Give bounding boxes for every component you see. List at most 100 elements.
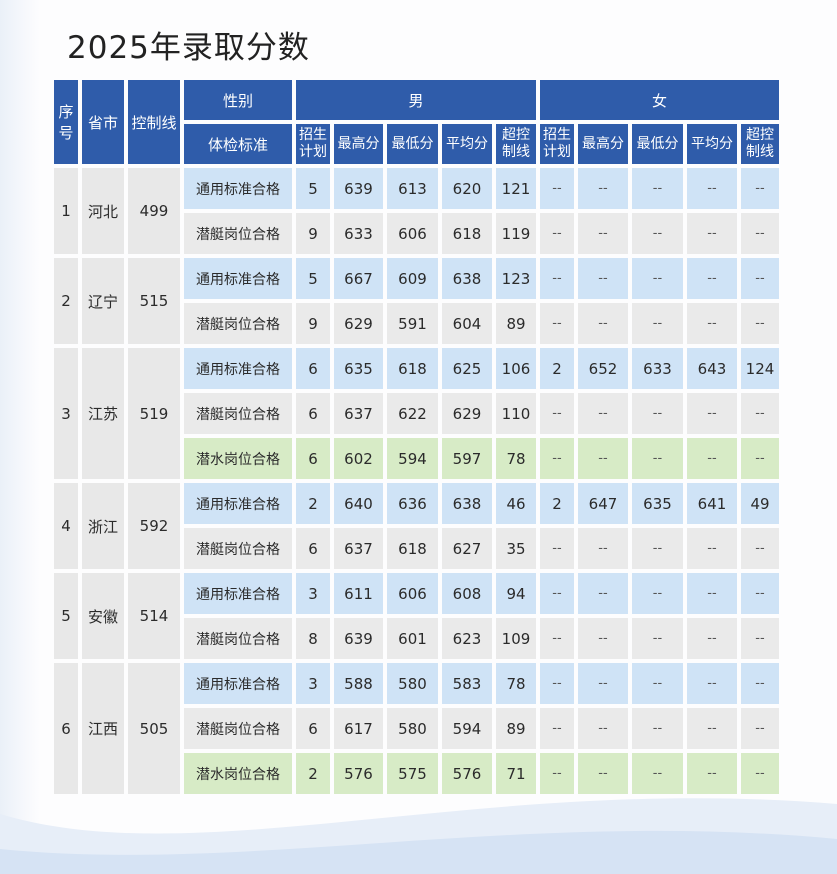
male-score-cell: 3 bbox=[296, 573, 330, 614]
header-seq: 序号 bbox=[54, 80, 78, 164]
female-score-cell: 124 bbox=[741, 348, 779, 389]
male-score-cell: 6 bbox=[296, 708, 330, 749]
male-score-cell: 640 bbox=[334, 483, 383, 524]
physical-standard-cell: 通用标准合格 bbox=[184, 483, 292, 524]
female-score-cell: -- bbox=[741, 393, 779, 434]
header-province: 省市 bbox=[82, 80, 124, 164]
male-score-cell: 119 bbox=[496, 213, 536, 254]
male-score-cell: 611 bbox=[334, 573, 383, 614]
physical-standard-cell: 潜艇岗位合格 bbox=[184, 303, 292, 344]
control-line-cell: 514 bbox=[128, 573, 180, 659]
male-score-cell: 597 bbox=[442, 438, 492, 479]
seq-cell: 5 bbox=[54, 573, 78, 659]
physical-standard-cell: 通用标准合格 bbox=[184, 663, 292, 704]
male-score-cell: 583 bbox=[442, 663, 492, 704]
female-score-cell: -- bbox=[632, 213, 683, 254]
female-score-cell: 641 bbox=[687, 483, 737, 524]
male-score-cell: 575 bbox=[387, 753, 438, 794]
male-score-cell: 8 bbox=[296, 618, 330, 659]
male-score-cell: 94 bbox=[496, 573, 536, 614]
physical-standard-cell: 潜艇岗位合格 bbox=[184, 708, 292, 749]
male-score-cell: 639 bbox=[334, 618, 383, 659]
female-score-cell: -- bbox=[741, 213, 779, 254]
male-score-cell: 633 bbox=[334, 213, 383, 254]
header-control-line: 控制线 bbox=[128, 80, 180, 164]
male-score-cell: 637 bbox=[334, 528, 383, 569]
female-score-cell: -- bbox=[578, 438, 628, 479]
male-score-cell: 109 bbox=[496, 618, 536, 659]
province-cell: 河北 bbox=[82, 168, 124, 254]
female-score-cell: 647 bbox=[578, 483, 628, 524]
province-cell: 安徽 bbox=[82, 573, 124, 659]
male-score-cell: 6 bbox=[296, 438, 330, 479]
table-row: 潜水岗位合格 6 602 594 597 78 -- -- -- -- -- bbox=[54, 438, 779, 479]
male-score-cell: 78 bbox=[496, 438, 536, 479]
male-score-cell: 618 bbox=[387, 528, 438, 569]
male-score-cell: 121 bbox=[496, 168, 536, 209]
female-score-cell: -- bbox=[540, 753, 574, 794]
male-score-cell: 594 bbox=[442, 708, 492, 749]
female-score-cell: -- bbox=[578, 528, 628, 569]
female-score-cell: -- bbox=[632, 303, 683, 344]
table-row: 5 安徽 514 通用标准合格 3 611 606 608 94 -- -- -- -- -- bbox=[54, 573, 779, 659]
female-score-cell: -- bbox=[540, 258, 574, 299]
male-score-cell: 110 bbox=[496, 393, 536, 434]
female-score-cell: -- bbox=[632, 663, 683, 704]
header-gender: 性别 bbox=[184, 80, 292, 120]
female-score-cell: -- bbox=[540, 528, 574, 569]
female-score-cell: -- bbox=[578, 168, 628, 209]
male-score-cell: 35 bbox=[496, 528, 536, 569]
seq-cell: 2 bbox=[54, 258, 78, 344]
female-score-cell: -- bbox=[741, 438, 779, 479]
female-score-cell: -- bbox=[578, 618, 628, 659]
control-line-cell: 505 bbox=[128, 663, 180, 794]
male-header-min: 最低分 bbox=[387, 124, 438, 164]
male-score-cell: 606 bbox=[387, 213, 438, 254]
province-cell: 辽宁 bbox=[82, 258, 124, 344]
female-score-cell: -- bbox=[687, 168, 737, 209]
male-score-cell: 604 bbox=[442, 303, 492, 344]
male-score-cell: 9 bbox=[296, 213, 330, 254]
female-score-cell: -- bbox=[687, 708, 737, 749]
female-score-cell: -- bbox=[578, 303, 628, 344]
physical-standard-cell: 潜水岗位合格 bbox=[184, 438, 292, 479]
male-score-cell: 637 bbox=[334, 393, 383, 434]
male-score-cell: 618 bbox=[387, 348, 438, 389]
male-score-cell: 601 bbox=[387, 618, 438, 659]
female-score-cell: -- bbox=[741, 303, 779, 344]
province-cell: 江西 bbox=[82, 663, 124, 794]
female-score-cell: -- bbox=[540, 663, 574, 704]
male-score-cell: 5 bbox=[296, 258, 330, 299]
male-score-cell: 638 bbox=[442, 258, 492, 299]
male-score-cell: 6 bbox=[296, 393, 330, 434]
male-score-cell: 6 bbox=[296, 348, 330, 389]
female-score-cell: -- bbox=[632, 168, 683, 209]
male-score-cell: 638 bbox=[442, 483, 492, 524]
male-score-cell: 627 bbox=[442, 528, 492, 569]
male-score-cell: 6 bbox=[296, 528, 330, 569]
female-header-avg: 平均分 bbox=[687, 124, 737, 164]
female-header-over: 超控 制线 bbox=[741, 124, 779, 164]
header-female: 女 bbox=[540, 80, 779, 120]
header-physical-standard: 体检标准 bbox=[184, 124, 292, 164]
seq-cell: 3 bbox=[54, 348, 78, 479]
physical-standard-cell: 通用标准合格 bbox=[184, 258, 292, 299]
female-score-cell: -- bbox=[578, 393, 628, 434]
seq-cell: 4 bbox=[54, 483, 78, 569]
female-score-cell: -- bbox=[687, 528, 737, 569]
female-score-cell: -- bbox=[687, 573, 737, 614]
male-score-cell: 667 bbox=[334, 258, 383, 299]
male-header-over: 超控 制线 bbox=[496, 124, 536, 164]
female-score-cell: -- bbox=[687, 753, 737, 794]
female-header-plan: 招生 计划 bbox=[540, 124, 574, 164]
female-score-cell: 2 bbox=[540, 483, 574, 524]
female-score-cell: -- bbox=[578, 708, 628, 749]
male-score-cell: 46 bbox=[496, 483, 536, 524]
physical-standard-cell: 潜艇岗位合格 bbox=[184, 213, 292, 254]
female-score-cell: -- bbox=[632, 393, 683, 434]
table-row: 潜艇岗位合格 6 637 622 629 110 -- -- -- -- -- bbox=[54, 393, 779, 434]
female-header-min: 最低分 bbox=[632, 124, 683, 164]
decorative-wave bbox=[0, 798, 837, 874]
physical-standard-cell: 通用标准合格 bbox=[184, 168, 292, 209]
table-row: 潜艇岗位合格 8 639 601 623 109 -- -- -- -- -- bbox=[54, 618, 779, 659]
